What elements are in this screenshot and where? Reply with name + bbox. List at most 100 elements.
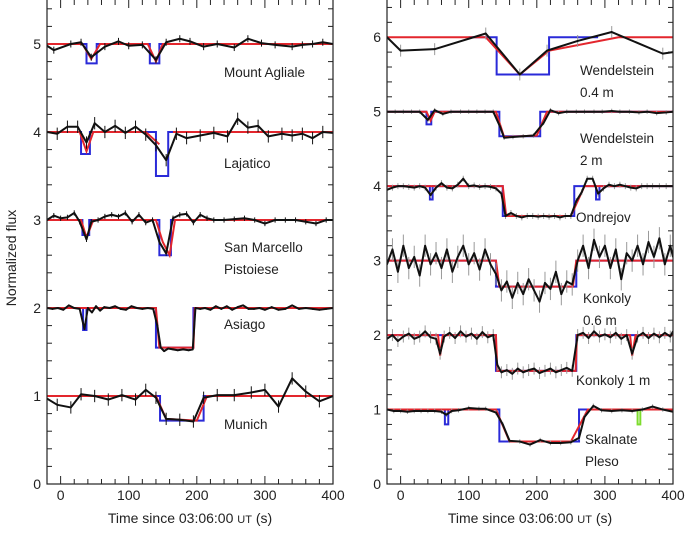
data-point bbox=[560, 369, 563, 371]
data-point bbox=[212, 131, 215, 134]
data-point bbox=[522, 293, 525, 296]
data-point bbox=[274, 219, 277, 221]
fit-model-line bbox=[387, 334, 673, 372]
data-point bbox=[651, 185, 654, 188]
data-point bbox=[291, 304, 294, 307]
data-point bbox=[565, 366, 568, 369]
data-point bbox=[93, 395, 96, 397]
data-point bbox=[66, 125, 69, 128]
data-point bbox=[175, 132, 178, 135]
data-point bbox=[163, 350, 166, 353]
data-point bbox=[499, 125, 501, 128]
data-point bbox=[501, 423, 504, 426]
data-point bbox=[613, 185, 616, 188]
data-point bbox=[537, 215, 540, 218]
data-point bbox=[608, 183, 610, 186]
data-point bbox=[522, 135, 525, 138]
data-point bbox=[95, 305, 97, 308]
data-point bbox=[459, 110, 462, 113]
data-point bbox=[76, 125, 79, 128]
data-point bbox=[641, 408, 644, 411]
series-wendelstein-0-4-m bbox=[387, 26, 673, 81]
data-point bbox=[274, 43, 277, 46]
x-tick-label: 100 bbox=[117, 487, 141, 503]
y-tick-label: 5 bbox=[373, 104, 381, 120]
data-point bbox=[141, 43, 144, 46]
data-point bbox=[435, 252, 437, 255]
data-point bbox=[578, 436, 580, 439]
data-point bbox=[583, 110, 586, 113]
data-point bbox=[103, 45, 106, 48]
data-point bbox=[620, 337, 623, 340]
data-point bbox=[582, 331, 585, 334]
data-point bbox=[508, 439, 511, 442]
box-model-line bbox=[47, 307, 333, 349]
data-point bbox=[492, 334, 495, 336]
x-tick-label: 200 bbox=[185, 487, 209, 503]
data-point bbox=[445, 413, 448, 416]
data-point bbox=[532, 134, 535, 137]
station-label: Ondrejov bbox=[576, 210, 631, 225]
data-point bbox=[527, 278, 530, 281]
series-konkoly-0-6-m bbox=[387, 227, 673, 313]
data-point bbox=[565, 110, 568, 113]
station-label: Skalnate bbox=[585, 432, 638, 447]
data-point bbox=[199, 134, 202, 137]
data-point bbox=[134, 398, 137, 401]
data-point bbox=[481, 331, 484, 333]
data-point bbox=[391, 186, 394, 189]
data-point bbox=[243, 217, 246, 220]
data-point bbox=[496, 363, 499, 366]
x-axis-label-part: (s) bbox=[252, 510, 272, 526]
box-model-line bbox=[468, 36, 599, 76]
plot-area bbox=[47, 35, 333, 428]
data-point bbox=[516, 367, 519, 370]
data-point bbox=[598, 255, 601, 258]
y-tick-label: 1 bbox=[33, 388, 41, 404]
data-point bbox=[233, 218, 236, 221]
data-point bbox=[554, 371, 557, 374]
data-point bbox=[426, 118, 429, 121]
data-point bbox=[407, 267, 410, 269]
data-point bbox=[158, 241, 161, 243]
data-point bbox=[85, 141, 88, 144]
data-point bbox=[246, 37, 249, 40]
data-point bbox=[85, 238, 88, 241]
station-label: Konkoly bbox=[583, 291, 631, 306]
data-point bbox=[220, 307, 223, 310]
data-point bbox=[204, 307, 206, 309]
data-point bbox=[413, 410, 416, 412]
data-point bbox=[233, 46, 236, 49]
data-point bbox=[103, 131, 106, 133]
series-san-marcello-pistoiese bbox=[47, 210, 333, 259]
data-point bbox=[110, 213, 113, 216]
data-point bbox=[638, 111, 640, 114]
data-point bbox=[127, 44, 130, 47]
y-tick-label: 5 bbox=[33, 36, 41, 52]
data-point bbox=[429, 194, 432, 196]
data-point bbox=[413, 337, 416, 340]
data-point bbox=[264, 388, 266, 391]
data-point bbox=[178, 418, 181, 421]
data-point bbox=[505, 369, 508, 371]
data-point bbox=[647, 241, 650, 243]
data-point bbox=[413, 186, 416, 189]
data-point bbox=[291, 45, 294, 48]
data-point bbox=[301, 132, 304, 135]
data-point bbox=[253, 307, 255, 310]
data-point bbox=[533, 367, 535, 370]
data-point bbox=[604, 244, 606, 247]
data-point bbox=[598, 335, 601, 338]
data-point bbox=[495, 187, 497, 190]
data-point bbox=[435, 337, 437, 340]
data-point bbox=[402, 335, 405, 338]
green-dip-model bbox=[636, 408, 642, 426]
series-mount-agliale bbox=[47, 35, 333, 65]
data-point bbox=[264, 308, 266, 311]
data-point bbox=[151, 219, 154, 221]
station-label: Mount Agliale bbox=[224, 65, 305, 80]
data-point bbox=[478, 407, 480, 410]
data-point bbox=[658, 237, 661, 240]
data-point bbox=[396, 340, 399, 342]
data-point bbox=[456, 183, 459, 186]
